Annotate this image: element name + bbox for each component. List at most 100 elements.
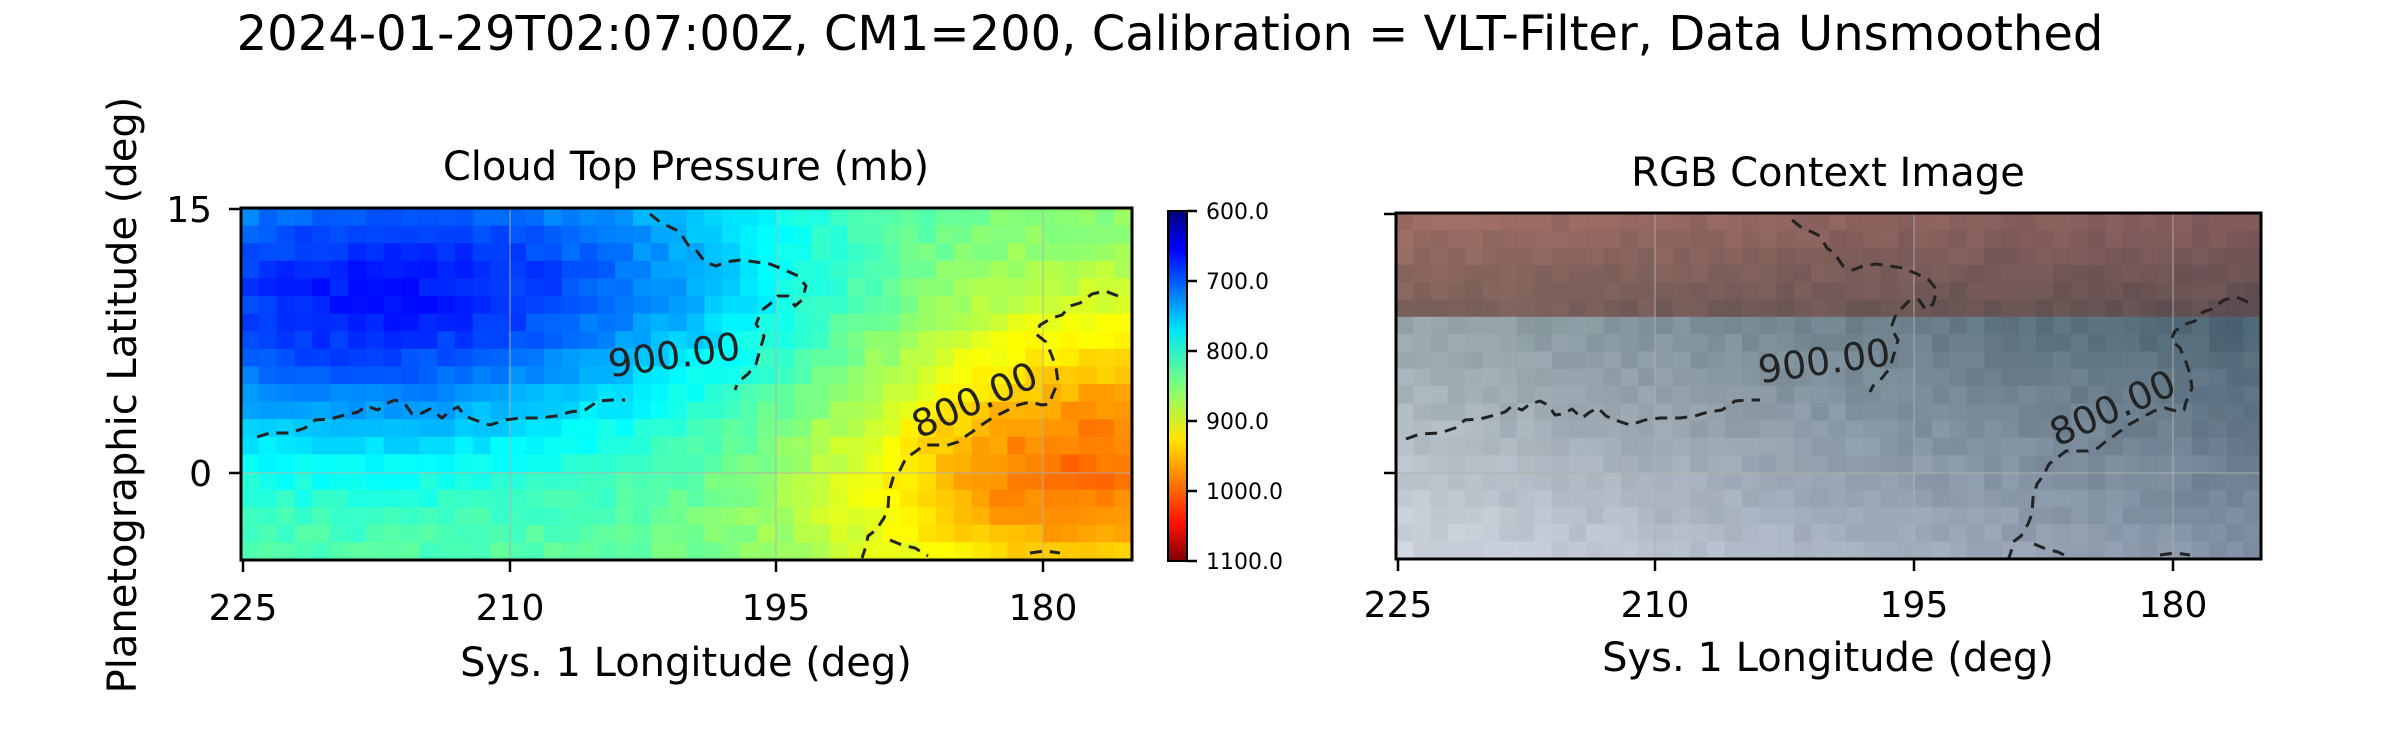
heatmap-cell	[1447, 455, 1466, 474]
heatmap-cell	[2070, 213, 2089, 231]
heatmap-cell	[2191, 247, 2210, 266]
heatmap-cell	[1569, 472, 1587, 491]
heatmap-cell	[561, 419, 581, 438]
heatmap-cell	[1603, 368, 1622, 387]
colorbar-tick-label: 1000.0	[1206, 480, 1283, 505]
heatmap-cell	[2243, 247, 2261, 266]
heatmap-cell	[1042, 401, 1062, 420]
heatmap-cell	[650, 454, 670, 473]
heatmap-cell	[1707, 264, 1726, 283]
heatmap-cell	[2139, 524, 2158, 543]
heatmap-cell	[1828, 403, 1847, 422]
heatmap-cell	[1811, 351, 1830, 370]
heatmap-cell	[846, 472, 866, 491]
heatmap-cell	[1845, 472, 1864, 491]
heatmap-cell	[1078, 454, 1097, 473]
heatmap-cell	[1863, 455, 1881, 474]
heatmap-cell	[526, 296, 545, 315]
heatmap-cell	[918, 401, 937, 420]
heatmap-cell	[383, 208, 402, 227]
heatmap-cell	[1482, 472, 1501, 491]
heatmap-cell	[918, 542, 937, 560]
heatmap-cell	[2157, 437, 2176, 456]
heatmap-cell	[1742, 282, 1760, 301]
heatmap-cell	[1672, 524, 1691, 543]
heatmap-cell	[668, 384, 688, 403]
heatmap-cell	[1966, 524, 1985, 543]
heatmap-cell	[1551, 386, 1570, 404]
heatmap-cell	[757, 331, 777, 350]
heatmap-cell	[650, 278, 670, 297]
heatmap-cell	[1811, 472, 1830, 491]
heatmap-cell	[846, 384, 866, 403]
heatmap-cell	[1603, 247, 1622, 266]
heatmap-cell	[739, 208, 759, 227]
heatmap-cell	[312, 524, 331, 543]
heatmap-cell	[526, 331, 545, 350]
heatmap-cell	[2209, 213, 2227, 231]
heatmap-cell	[1603, 541, 1622, 559]
heatmap-cell	[2139, 230, 2158, 249]
heatmap-cell	[241, 419, 260, 438]
heatmap-cell	[2157, 334, 2176, 352]
heatmap-cell	[1007, 384, 1026, 403]
heatmap-cell	[1499, 264, 1518, 283]
heatmap-cell	[1078, 296, 1097, 315]
heatmap-cell	[1742, 368, 1760, 387]
heatmap-cell	[793, 489, 812, 508]
heatmap-cell	[1724, 489, 1743, 508]
heatmap-cell	[490, 225, 509, 244]
heatmap-cell	[1007, 472, 1026, 491]
heatmap-cell	[1430, 437, 1449, 456]
heatmap-cell	[668, 243, 688, 262]
heatmap-cell	[312, 208, 331, 227]
heatmap-cell	[2053, 524, 2072, 543]
heatmap-cell	[276, 331, 296, 350]
heatmap-cell	[2157, 247, 2176, 266]
heatmap-cell	[526, 524, 545, 543]
heatmap-cell	[1811, 316, 1830, 335]
heatmap-cell	[2243, 299, 2261, 318]
heatmap-cell	[900, 472, 919, 491]
heatmap-cell	[1396, 524, 1414, 543]
heatmap-cell	[989, 524, 1008, 543]
heatmap-cell	[419, 225, 438, 244]
heatmap-cell	[1811, 403, 1830, 422]
heatmap-cell	[437, 225, 456, 244]
heatmap-cell	[1603, 334, 1622, 352]
heatmap-cell	[900, 278, 919, 297]
heatmap-cell	[2157, 213, 2176, 231]
contour-900-line-upper	[649, 212, 808, 391]
heatmap-cell	[294, 524, 313, 543]
heatmap-cell	[1793, 247, 1812, 266]
heatmap-cell	[365, 384, 385, 403]
heatmap-cell	[1672, 316, 1691, 335]
heatmap-cell	[1413, 472, 1432, 491]
heatmap-cell	[1569, 489, 1587, 508]
heatmap-cell	[722, 472, 741, 491]
heatmap-cell	[454, 348, 474, 367]
heatmap-cell	[1915, 472, 1933, 491]
heatmap-cell	[2088, 230, 2106, 249]
heatmap-cell	[775, 436, 795, 455]
heatmap-cell	[472, 225, 492, 244]
heatmap-cell	[633, 436, 652, 455]
heatmap-cell	[1966, 368, 1985, 387]
heatmap-cell	[2070, 299, 2089, 318]
heatmap-cell	[953, 348, 973, 367]
heatmap-cell	[935, 260, 955, 279]
heatmap-cell	[2243, 541, 2261, 559]
heatmap-cell	[1863, 437, 1881, 456]
heatmap-cell	[953, 384, 973, 403]
heatmap-cell	[1811, 455, 1830, 474]
heatmap-cell	[294, 243, 313, 262]
heatmap-cell	[1776, 299, 1795, 318]
heatmap-cell	[1465, 351, 1484, 370]
heatmap-cell	[1569, 386, 1587, 404]
heatmap-cell	[1025, 260, 1044, 279]
rgb-xtick-label: 210	[1621, 585, 1690, 626]
heatmap-cell	[1811, 507, 1830, 525]
heatmap-cell	[1638, 351, 1657, 370]
heatmap-cell	[882, 524, 901, 543]
heatmap-cell	[2088, 282, 2106, 301]
